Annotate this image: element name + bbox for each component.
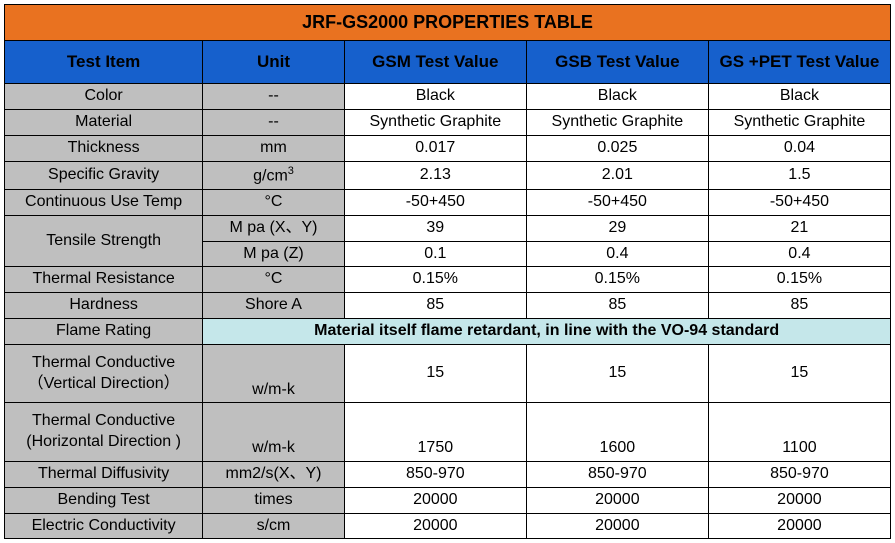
label-electric-conductivity: Electric Conductivity bbox=[5, 513, 203, 539]
label-flame-rating: Flame Rating bbox=[5, 318, 203, 344]
gsm-bending-test: 20000 bbox=[344, 487, 526, 513]
gsb-cont-use-temp: -50+450 bbox=[526, 190, 708, 216]
gsb-electric-conductivity: 20000 bbox=[526, 513, 708, 539]
gsm-specific-gravity: 2.13 bbox=[344, 161, 526, 189]
row-cont-use-temp: Continuous Use Temp °C -50+450 -50+450 -… bbox=[5, 190, 891, 216]
gsb-tc-vertical: 15 bbox=[526, 344, 708, 403]
unit-thermal-resistance: °C bbox=[203, 267, 345, 293]
label-thickness: Thickness bbox=[5, 136, 203, 162]
gsb-thermal-diffusivity: 850-970 bbox=[526, 461, 708, 487]
gsb-tensile-z: 0.4 bbox=[526, 241, 708, 267]
row-thermal-diffusivity: Thermal Diffusivity mm2/s(X、Y) 850-970 8… bbox=[5, 461, 891, 487]
header-row: Test Item Unit GSM Test Value GSB Test V… bbox=[5, 41, 891, 84]
row-tc-vertical: Thermal Conductive（Vertical Direction） w… bbox=[5, 344, 891, 403]
header-gsb: GSB Test Value bbox=[526, 41, 708, 84]
gsm-tc-horizontal: 1750 bbox=[344, 403, 526, 462]
gsm-thermal-diffusivity: 850-970 bbox=[344, 461, 526, 487]
header-gsm: GSM Test Value bbox=[344, 41, 526, 84]
unit-specific-gravity: g/cm3 bbox=[203, 161, 345, 189]
gspet-tensile-z: 0.4 bbox=[708, 241, 890, 267]
row-bending-test: Bending Test times 20000 20000 20000 bbox=[5, 487, 891, 513]
gsm-material: Synthetic Graphite bbox=[344, 110, 526, 136]
label-color: Color bbox=[5, 84, 203, 110]
row-hardness: Hardness Shore A 85 85 85 bbox=[5, 293, 891, 319]
row-specific-gravity: Specific Gravity g/cm3 2.13 2.01 1.5 bbox=[5, 161, 891, 189]
gspet-tc-vertical: 15 bbox=[708, 344, 890, 403]
unit-hardness: Shore A bbox=[203, 293, 345, 319]
unit-bending-test: times bbox=[203, 487, 345, 513]
unit-material: -- bbox=[203, 110, 345, 136]
gspet-cont-use-temp: -50+450 bbox=[708, 190, 890, 216]
gspet-thermal-diffusivity: 850-970 bbox=[708, 461, 890, 487]
gspet-tensile-xy: 21 bbox=[708, 215, 890, 241]
header-unit: Unit bbox=[203, 41, 345, 84]
label-material: Material bbox=[5, 110, 203, 136]
gsb-color: Black bbox=[526, 84, 708, 110]
gsm-thermal-resistance: 0.15% bbox=[344, 267, 526, 293]
row-material: Material -- Synthetic Graphite Synthetic… bbox=[5, 110, 891, 136]
table-title: JRF-GS2000 PROPERTIES TABLE bbox=[5, 5, 891, 41]
label-tc-vertical: Thermal Conductive（Vertical Direction） bbox=[5, 344, 203, 403]
gsm-hardness: 85 bbox=[344, 293, 526, 319]
unit-tensile-z: M pa (Z) bbox=[203, 241, 345, 267]
unit-tc-horizontal: w/m-k bbox=[203, 403, 345, 462]
gsm-tensile-xy: 39 bbox=[344, 215, 526, 241]
gsm-electric-conductivity: 20000 bbox=[344, 513, 526, 539]
unit-tc-vertical: w/m-k bbox=[203, 344, 345, 403]
row-thickness: Thickness mm 0.017 0.025 0.04 bbox=[5, 136, 891, 162]
gspet-thickness: 0.04 bbox=[708, 136, 890, 162]
gsb-bending-test: 20000 bbox=[526, 487, 708, 513]
row-thermal-resistance: Thermal Resistance °C 0.15% 0.15% 0.15% bbox=[5, 267, 891, 293]
properties-table: JRF-GS2000 PROPERTIES TABLE Test Item Un… bbox=[4, 4, 891, 539]
gspet-material: Synthetic Graphite bbox=[708, 110, 890, 136]
row-tensile-1: Tensile Strength M pa (X、Y) 39 29 21 bbox=[5, 215, 891, 241]
gsb-material: Synthetic Graphite bbox=[526, 110, 708, 136]
gspet-hardness: 85 bbox=[708, 293, 890, 319]
unit-electric-conductivity: s/cm bbox=[203, 513, 345, 539]
gsm-tc-vertical: 15 bbox=[344, 344, 526, 403]
row-color: Color -- Black Black Black bbox=[5, 84, 891, 110]
gspet-specific-gravity: 1.5 bbox=[708, 161, 890, 189]
label-hardness: Hardness bbox=[5, 293, 203, 319]
flame-rating-note: Material itself flame retardant, in line… bbox=[203, 318, 891, 344]
unit-thickness: mm bbox=[203, 136, 345, 162]
gspet-tc-horizontal: 1100 bbox=[708, 403, 890, 462]
unit-cont-use-temp: °C bbox=[203, 190, 345, 216]
gsm-color: Black bbox=[344, 84, 526, 110]
label-bending-test: Bending Test bbox=[5, 487, 203, 513]
gsb-specific-gravity: 2.01 bbox=[526, 161, 708, 189]
header-test-item: Test Item bbox=[5, 41, 203, 84]
row-electric-conductivity: Electric Conductivity s/cm 20000 20000 2… bbox=[5, 513, 891, 539]
unit-color: -- bbox=[203, 84, 345, 110]
label-cont-use-temp: Continuous Use Temp bbox=[5, 190, 203, 216]
gsm-cont-use-temp: -50+450 bbox=[344, 190, 526, 216]
label-tensile-strength: Tensile Strength bbox=[5, 215, 203, 267]
label-thermal-diffusivity: Thermal Diffusivity bbox=[5, 461, 203, 487]
gspet-electric-conductivity: 20000 bbox=[708, 513, 890, 539]
gsb-thermal-resistance: 0.15% bbox=[526, 267, 708, 293]
label-tc-horizontal: Thermal Conductive(Horizontal Direction … bbox=[5, 403, 203, 462]
gsb-tc-horizontal: 1600 bbox=[526, 403, 708, 462]
label-thermal-resistance: Thermal Resistance bbox=[5, 267, 203, 293]
gspet-bending-test: 20000 bbox=[708, 487, 890, 513]
gsm-thickness: 0.017 bbox=[344, 136, 526, 162]
gsb-thickness: 0.025 bbox=[526, 136, 708, 162]
gsb-hardness: 85 bbox=[526, 293, 708, 319]
unit-thermal-diffusivity: mm2/s(X、Y) bbox=[203, 461, 345, 487]
row-tc-horizontal: Thermal Conductive(Horizontal Direction … bbox=[5, 403, 891, 462]
title-row: JRF-GS2000 PROPERTIES TABLE bbox=[5, 5, 891, 41]
unit-tensile-xy: M pa (X、Y) bbox=[203, 215, 345, 241]
header-gspet: GS +PET Test Value bbox=[708, 41, 890, 84]
gsb-tensile-xy: 29 bbox=[526, 215, 708, 241]
gspet-color: Black bbox=[708, 84, 890, 110]
gspet-thermal-resistance: 0.15% bbox=[708, 267, 890, 293]
label-specific-gravity: Specific Gravity bbox=[5, 161, 203, 189]
row-flame-rating: Flame Rating Material itself flame retar… bbox=[5, 318, 891, 344]
gsm-tensile-z: 0.1 bbox=[344, 241, 526, 267]
